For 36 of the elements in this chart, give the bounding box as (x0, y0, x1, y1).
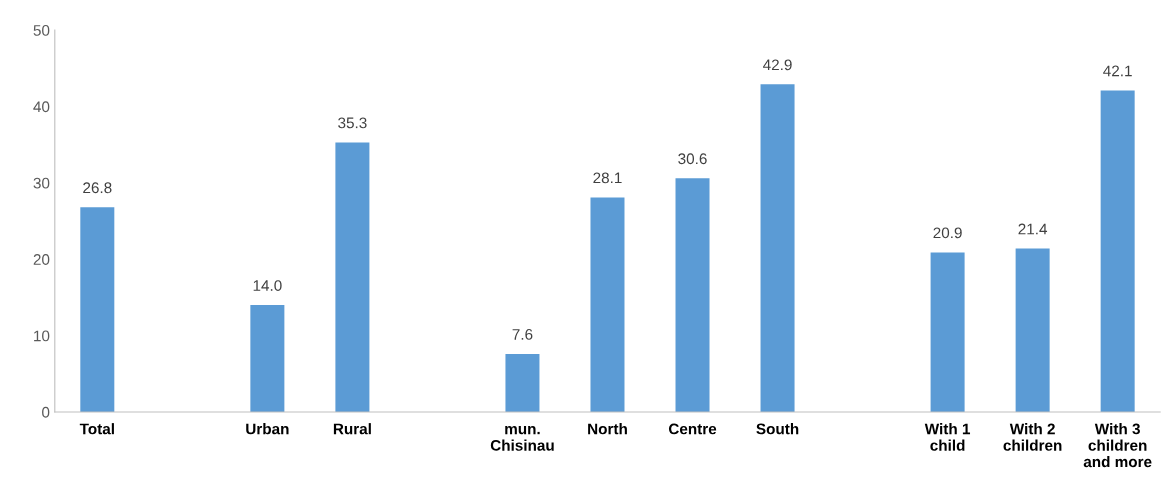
bar (1100, 90, 1135, 412)
bar (505, 353, 540, 412)
bar (760, 84, 795, 412)
bar (250, 305, 285, 412)
y-tick-label: 0 (42, 406, 50, 418)
data-label: 28.1 (593, 172, 622, 184)
x-tick-label: With 1 child (924, 423, 971, 451)
data-label: 42.9 (763, 59, 792, 71)
data-label: 35.3 (338, 117, 367, 129)
x-tick-label: Rural (333, 423, 371, 435)
data-label: 21.4 (1018, 223, 1048, 235)
y-tick-label: 30 (33, 177, 50, 189)
data-label: 26.8 (83, 182, 112, 194)
x-tick-label: With 2 children (1003, 423, 1062, 451)
y-tick-label: 40 (33, 101, 50, 113)
bar (335, 142, 370, 412)
x-tick-label: South (756, 423, 799, 435)
data-label: 42.1 (1103, 65, 1132, 77)
bar (80, 207, 115, 412)
y-tick-label: 20 (33, 254, 50, 265)
x-tick-label: North (588, 423, 627, 435)
bar (930, 252, 965, 412)
y-tick-label: 10 (34, 330, 50, 342)
x-tick-label: With 3 children and more (1083, 423, 1152, 468)
bar (1015, 248, 1050, 412)
bar (590, 197, 625, 412)
x-tick-label: Urban (246, 423, 289, 435)
x-tick-label: mun. Chisinau (490, 425, 554, 451)
x-tick-label: Centre (668, 423, 717, 435)
y-tick-label: 50 (33, 25, 50, 36)
data-label: 20.9 (933, 227, 962, 239)
x-tick-label: Total (79, 423, 114, 435)
data-label: 30.6 (678, 153, 707, 165)
data-label: 7.6 (512, 329, 533, 340)
data-label: 14.0 (253, 280, 282, 291)
bar (675, 178, 710, 412)
